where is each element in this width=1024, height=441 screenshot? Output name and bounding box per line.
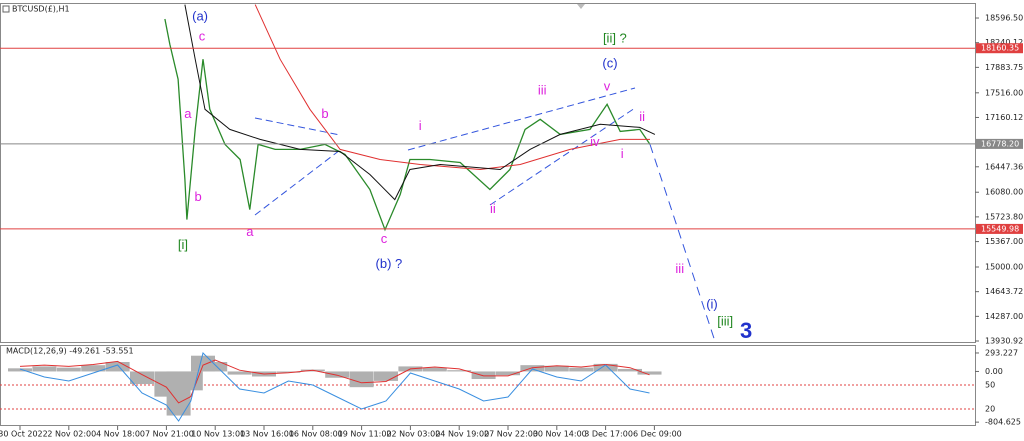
y-tick-label: 15000.00	[985, 262, 1023, 271]
macd-bar	[325, 371, 350, 378]
level-box	[976, 43, 1023, 54]
macd-bar	[569, 367, 594, 372]
level-label: 15549.98	[981, 224, 1019, 233]
x-tick-label: 2 Nov 02:00	[47, 430, 96, 439]
y-tick-label: 13930.92	[985, 336, 1023, 345]
trendline	[407, 87, 636, 151]
wave-label: [iii]	[717, 313, 733, 328]
x-tick-label: 4 Nov 18:00	[96, 430, 145, 439]
wave-label: i	[419, 118, 422, 133]
macd-bar	[56, 367, 81, 372]
x-tick-label: 7 Nov 21:00	[145, 430, 194, 439]
level-label: 18160.35	[981, 44, 1019, 53]
level-label: 16778.20	[981, 139, 1019, 148]
x-tick-label: 13 Nov 16:00	[240, 430, 294, 439]
wave-label: [ii] ?	[603, 31, 627, 46]
wave-label: c	[199, 29, 206, 44]
main-frame	[0, 3, 976, 343]
macd-bar	[105, 362, 130, 372]
trendlines	[254, 87, 636, 216]
macd-bar	[32, 366, 57, 372]
wave-label: (b) ?	[376, 256, 403, 271]
macd-bar	[276, 371, 301, 373]
y-tick-label: 16447.36	[985, 162, 1023, 171]
macd-bar	[422, 367, 447, 372]
wave-label: a	[246, 224, 254, 239]
macd-bar	[447, 370, 472, 372]
x-tick-label: 22 Nov 03:00	[386, 430, 440, 439]
macd-title: MACD(12,26,9) -49.261 -53.551	[6, 347, 134, 356]
macd-bar	[227, 371, 252, 375]
y-tick-label: 14643.72	[985, 287, 1023, 296]
wave-label: b	[195, 189, 202, 204]
level-box	[976, 223, 1023, 234]
x-tick-label: 30 Oct 2022	[0, 430, 48, 439]
macd-bar	[637, 371, 662, 375]
macd-bar	[617, 368, 642, 372]
wave-label: v	[604, 79, 611, 94]
indicator-line	[19, 359, 650, 404]
y2-tick-label: 50	[985, 381, 995, 390]
macd-bar	[520, 365, 545, 372]
macd-bar	[130, 371, 155, 385]
y-tick-label: 17516.00	[985, 88, 1023, 97]
indicator-line	[19, 352, 650, 422]
x-tick-label: 6 Dec 09:00	[633, 430, 682, 439]
macd-bar	[203, 362, 228, 372]
x-tick-label: 24 Nov 19:00	[435, 430, 489, 439]
wave-label: iv	[590, 134, 600, 149]
price-line	[184, 4, 656, 201]
macd-bar	[593, 363, 618, 372]
y-tick-label: 16080.00	[985, 188, 1023, 197]
scroll-marker	[577, 4, 585, 9]
y-tick-label: 17883.75	[985, 63, 1023, 72]
y-tick-label: 17160.12	[985, 113, 1023, 122]
wave-label: iii	[675, 261, 684, 276]
y-tick-label: 14287.00	[985, 312, 1023, 321]
price-line	[649, 144, 716, 342]
x-tick-label: 19 Nov 11:00	[338, 430, 392, 439]
x-tick-label: 3 Dec 17:00	[584, 430, 633, 439]
wave-label: iii	[538, 83, 547, 98]
wave-label: a	[184, 106, 192, 121]
y-tick-label: 0.00	[985, 367, 1003, 376]
x-tick-label: 27 Nov 22:00	[484, 430, 538, 439]
trendline	[489, 107, 636, 206]
wave-label: c	[381, 231, 388, 246]
y-tick-label: 15367.00	[985, 237, 1023, 246]
y2-tick-label: 20	[985, 405, 995, 414]
wave-label: (a)	[192, 8, 208, 23]
x-tick-label: 30 Nov 14:00	[533, 430, 587, 439]
wave-label: ii	[490, 201, 496, 216]
wave-label: (i)	[706, 296, 718, 311]
y-tick-label: 293.227	[985, 348, 1018, 357]
level-box	[976, 138, 1023, 149]
wave-label: i	[621, 146, 624, 161]
wave-label: 3	[740, 318, 752, 343]
macd-bar	[544, 365, 569, 372]
y-tick-label: 15723.80	[985, 212, 1023, 221]
macd-bar	[471, 371, 496, 380]
macd-bar	[495, 371, 520, 376]
x-tick-label: 10 Nov 13:00	[191, 430, 245, 439]
y-tick-label: -804.625	[985, 418, 1021, 427]
macd-bar	[81, 365, 106, 372]
price-line	[254, 4, 650, 171]
macd-bar	[373, 371, 398, 381]
y-tick-label: 18596.50	[985, 14, 1023, 23]
price-line	[164, 18, 651, 232]
wave-label: ii	[639, 109, 645, 124]
trendline	[254, 117, 341, 136]
macd-bar	[349, 371, 374, 388]
x-tick-label: 16 Nov 08:00	[289, 430, 343, 439]
macd-bar	[8, 368, 33, 372]
symbol-icon	[2, 5, 10, 13]
wave-label: b	[321, 106, 328, 121]
wave-label: [i]	[178, 237, 188, 252]
chart-title: BTCUSD(£),H1	[12, 5, 70, 14]
wave-label: (c)	[602, 56, 617, 71]
y-tick-label: 18240.12	[985, 38, 1023, 47]
trendline	[254, 149, 341, 216]
